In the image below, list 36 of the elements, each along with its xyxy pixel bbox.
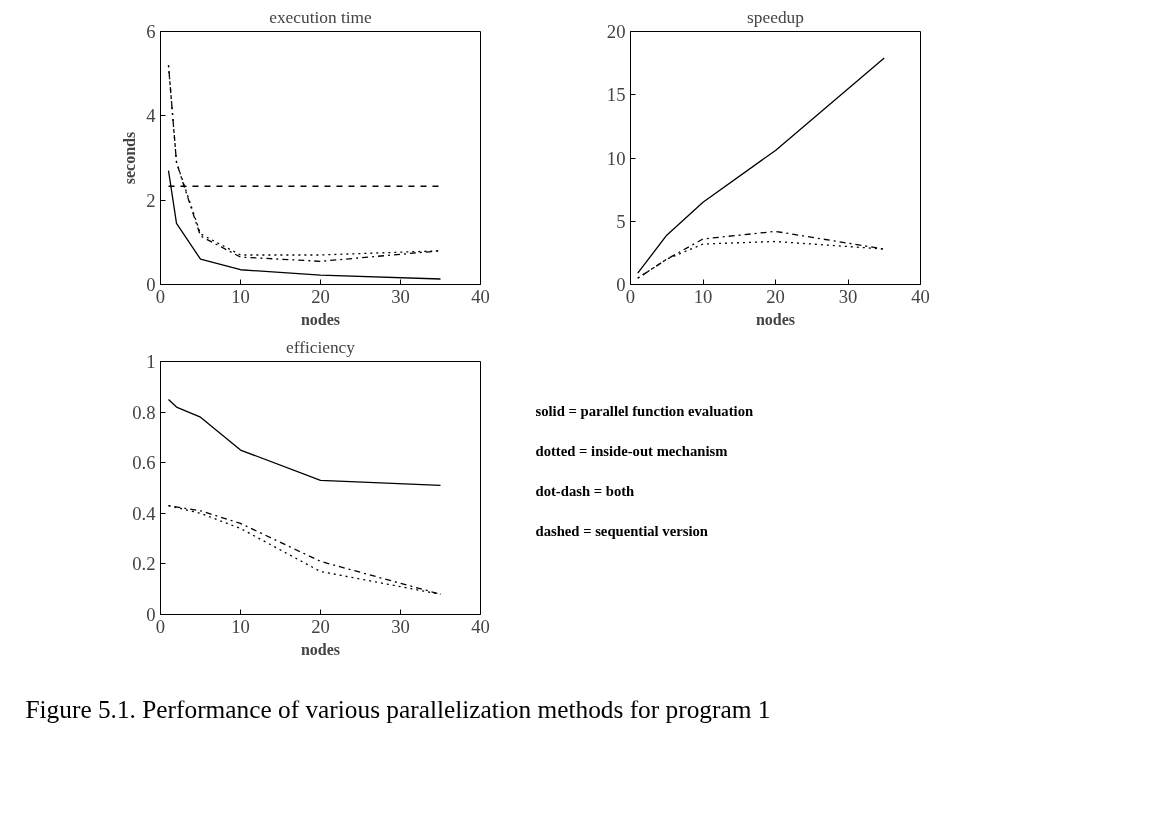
x-axis-title: nodes	[300, 310, 341, 328]
chart-title: execution time	[269, 7, 373, 27]
caption: Figure 5.1. Performance of various parallelization methods for program 1	[25, 694, 771, 723]
x-axis-title: nodes	[755, 310, 796, 328]
x-tick-label: 10	[231, 285, 250, 307]
x-tick-label: 20	[311, 615, 330, 637]
x-tick-label: 40	[911, 285, 930, 307]
x-tick-label: 30	[391, 615, 410, 637]
y-tick-label: 0.8	[132, 401, 156, 423]
text: dotted = inside-out mechanism	[535, 442, 728, 459]
x-tick-label: 30	[391, 285, 410, 307]
y-axis-title: seconds	[121, 131, 139, 185]
y-tick-label: 2	[146, 189, 156, 211]
chart-title: speedup	[747, 7, 804, 27]
x-tick-label: 10	[693, 285, 713, 307]
y-tick-label: 15	[606, 84, 626, 106]
y-tick-label: 0.6	[132, 452, 156, 474]
y-tick-label: 10	[606, 147, 626, 169]
text: dot-dash = both	[535, 482, 635, 499]
y-tick-label: 5	[616, 210, 626, 232]
chart-title: efficiency	[286, 337, 356, 357]
x-tick-label: 40	[471, 615, 490, 637]
x-tick-label: 20	[766, 285, 785, 307]
text: solid = parallel function evaluation	[535, 402, 754, 419]
y-tick-label: 0.2	[132, 553, 156, 575]
x-tick-label: 40	[471, 285, 490, 307]
x-tick-label: 30	[838, 285, 858, 307]
text: dashed = sequential version	[535, 522, 708, 539]
y-tick-label: 4	[146, 105, 157, 127]
y-tick-label: 0.4	[132, 502, 157, 524]
x-tick-label: 20	[311, 285, 330, 307]
x-tick-label: 10	[231, 615, 250, 637]
y-tick-label: 1	[146, 351, 156, 372]
y-tick-label: 6	[146, 21, 156, 42]
y-tick-label: 20	[606, 21, 626, 42]
x-axis-title: nodes	[300, 640, 341, 658]
